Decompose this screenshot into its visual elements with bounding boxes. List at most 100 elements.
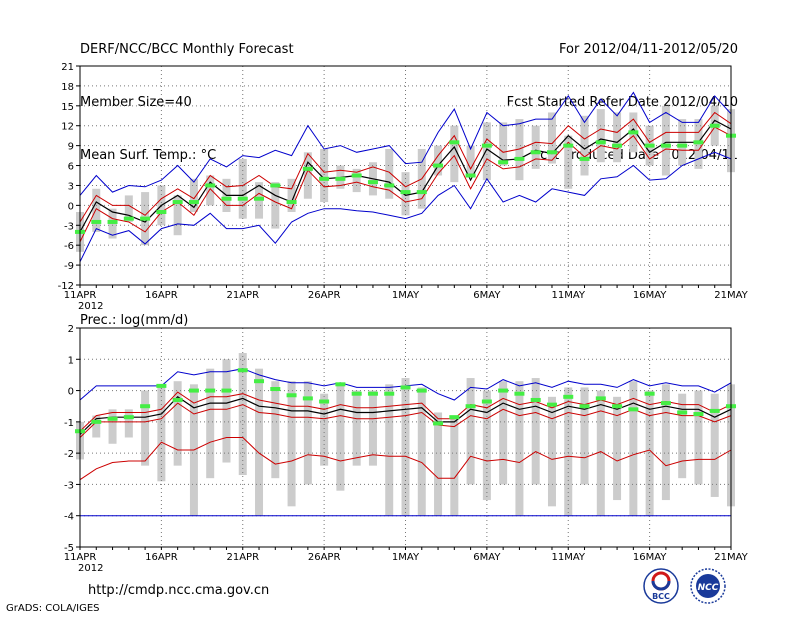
observation-mark (628, 130, 639, 135)
spread-box (694, 390, 703, 485)
observation-mark (677, 410, 688, 415)
observation-mark (628, 407, 639, 412)
y-tick-label: -9 (64, 261, 74, 272)
observation-mark (595, 140, 606, 145)
observation-mark (221, 388, 232, 393)
spread-box (271, 381, 280, 479)
spread-box (678, 393, 687, 479)
spread-box (661, 384, 670, 501)
spread-box (531, 378, 540, 485)
observation-mark (660, 143, 671, 148)
observation-mark (367, 180, 378, 185)
x-year-label: 2012 (78, 301, 103, 312)
observation-mark (172, 397, 183, 402)
spread-box (124, 195, 133, 222)
source-url: http://cmdp.ncc.cma.gov.cn (88, 583, 270, 598)
observation-mark (416, 190, 427, 195)
x-tick-label: 21MAY (714, 552, 748, 563)
x-tick-label: 11APR (64, 290, 97, 301)
observation-mark (481, 143, 492, 148)
observation-mark (319, 176, 330, 181)
spread-boxes (76, 353, 735, 516)
observation-mark (433, 163, 444, 168)
series-line-mean (79, 119, 732, 233)
chart-title: DERF/NCC/BCC Monthly Forecast (80, 42, 294, 57)
observation-mark (286, 200, 297, 205)
spread-box (238, 353, 247, 476)
y-tick-label: -2 (64, 449, 74, 460)
y-tick-label: -5 (64, 543, 74, 554)
observation-mark (205, 388, 216, 393)
observation-mark (172, 200, 183, 205)
x-axis: 11APR 16APR 21APR 26APR 1MAY 6MAY 11MAY 16MAY 21… (64, 547, 749, 574)
observation-mark (123, 216, 134, 221)
spread-box (515, 381, 524, 516)
spread-box (596, 109, 605, 163)
observation-mark (693, 140, 704, 145)
spread-box (482, 122, 491, 181)
x-tick-label: 26APR (308, 290, 341, 301)
spread-box (547, 112, 556, 164)
observation-mark (188, 200, 199, 205)
forecast-period-label: For 2012/04/11-2012/05/20 (559, 42, 738, 57)
y-axis: -5 -4 -3 -2 -1 0 1 2 (64, 324, 80, 554)
spread-box (482, 390, 491, 501)
observation-mark (237, 196, 248, 201)
observation-mark (319, 399, 330, 404)
ncc-logo: NCC (690, 568, 726, 604)
panel-1: -12 -9 -6 -3 0 3 6 9 12 15 18 21 11APR 16APR 21APR 26AP… (58, 62, 749, 312)
y-tick-label: 21 (61, 62, 74, 73)
observation-mark (612, 404, 623, 409)
spread-box (499, 122, 508, 166)
spread-box (287, 381, 296, 507)
series-line-min (79, 151, 732, 263)
x-tick-label: 26APR (308, 552, 341, 563)
x-tick-label: 16MAY (633, 290, 667, 301)
ncc-logo-text: NCC (698, 583, 719, 593)
y-tick-label: -3 (64, 221, 74, 232)
observation-mark (481, 399, 492, 404)
observation-mark (530, 150, 541, 155)
spread-box (401, 378, 410, 516)
observation-mark (514, 391, 525, 396)
observation-mark (400, 385, 411, 390)
observation-mark (156, 383, 167, 388)
x-tick-label: 21APR (226, 552, 259, 563)
spread-box (434, 412, 443, 516)
observation-mark (465, 404, 476, 409)
observation-mark (91, 419, 102, 424)
series-lines (79, 91, 732, 263)
observation-mark (449, 140, 460, 145)
spread-box (547, 396, 556, 507)
observation-mark (563, 143, 574, 148)
y-tick-label: -1 (64, 418, 74, 429)
spread-box (661, 105, 670, 176)
observation-mark (205, 183, 216, 188)
series-line-upper (79, 391, 732, 432)
series-lines (79, 368, 732, 517)
x-axis: 11APR 16APR 21APR 26APR 1MAY 6MAY 11MAY 16MAY 21… (64, 285, 749, 312)
y-axis: -12 -9 -6 -3 0 3 6 9 12 15 18 21 (58, 62, 80, 292)
observation-mark (644, 391, 655, 396)
spread-box (352, 168, 361, 193)
observation-mark (400, 190, 411, 195)
observation-mark (449, 415, 460, 420)
observation-mark (140, 404, 151, 409)
observation-mark (677, 143, 688, 148)
observation-mark (709, 123, 720, 128)
observation-mark (335, 382, 346, 387)
series-line-lower (79, 126, 732, 243)
observation-mark (270, 183, 281, 188)
x-tick-label: 11MAY (551, 290, 585, 301)
spread-box (368, 390, 377, 466)
spread-box (222, 359, 231, 463)
observation-mark (579, 404, 590, 409)
spread-box (255, 368, 264, 516)
observation-mark (612, 143, 623, 148)
x-tick-label: 6MAY (473, 290, 501, 301)
observation-mark (367, 391, 378, 396)
header-left: DERF/NCC/BCC Monthly Forecast Member Siz… (80, 10, 294, 185)
x-year-label: 2012 (78, 563, 103, 574)
y-tick-label: 6 (68, 162, 74, 173)
